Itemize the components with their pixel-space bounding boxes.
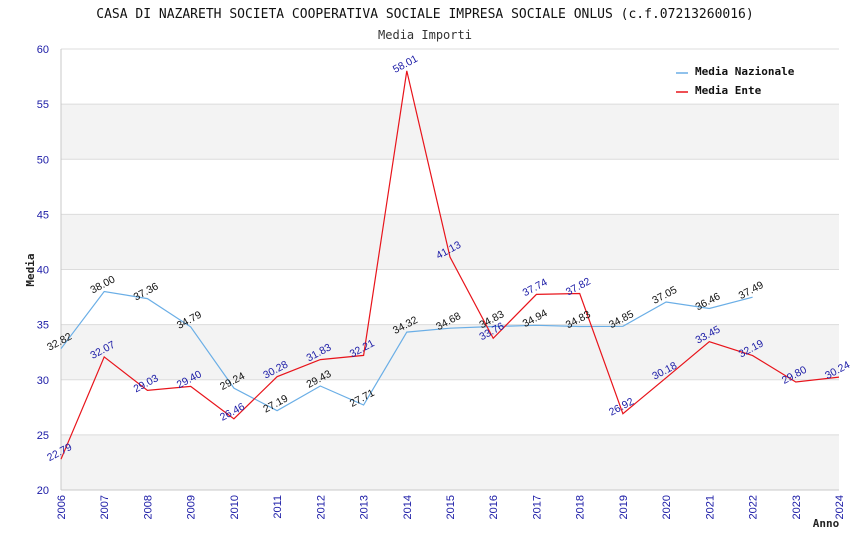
- x-tick-label: 2017: [531, 495, 543, 519]
- x-tick-label: 2021: [704, 495, 716, 519]
- y-tick-label: 25: [37, 430, 49, 442]
- plot-band: [61, 159, 839, 215]
- x-tick-label: 2008: [142, 495, 154, 519]
- legend-label-media-nazionale: Media Nazionale: [695, 65, 795, 78]
- plot-band: [61, 379, 839, 435]
- x-tick-label: 2012: [315, 495, 327, 519]
- y-tick-label: 55: [37, 99, 49, 111]
- series-line-media-nazionale: [60, 290, 753, 412]
- x-tick-label: 2020: [661, 495, 673, 519]
- plot-background: [61, 49, 839, 490]
- y-tick-label: 20: [37, 485, 49, 497]
- x-axis-ticks: 2006 2007 2008 2009 2010 2011 2012 2013 2014 2015…: [56, 495, 846, 519]
- legend-box: [669, 59, 809, 101]
- y-tick-label: 45: [37, 209, 49, 221]
- x-tick-label: 2015: [445, 495, 457, 519]
- x-tick-label: 2007: [99, 495, 111, 519]
- plot-band: [61, 269, 839, 325]
- y-tick-label: 30: [37, 375, 49, 387]
- x-axis-label: Anno: [813, 517, 840, 530]
- x-tick-label: 2018: [575, 495, 587, 519]
- y-axis-label: Media: [24, 253, 37, 286]
- x-tick-label: 2010: [229, 495, 241, 519]
- plot-band: [61, 324, 839, 380]
- chart-title: CASA DI NAZARETH SOCIETA COOPERATIVA SOC…: [96, 7, 753, 22]
- axes: [60, 49, 839, 491]
- x-tick-label: 2014: [402, 495, 414, 519]
- x-tick-label: 2024: [834, 495, 846, 519]
- x-tick-label: 2013: [359, 495, 371, 519]
- plot-band: [61, 434, 839, 490]
- x-tick-label: 2019: [618, 495, 630, 519]
- x-tick-label: 2006: [56, 495, 68, 519]
- x-tick-label: 2011: [272, 495, 284, 519]
- chart-subtitle: Media Importi: [378, 28, 472, 42]
- x-tick-label: 2022: [748, 495, 760, 519]
- series-lines: [60, 70, 840, 460]
- plot-band: [61, 104, 839, 160]
- y-tick-label: 50: [37, 154, 49, 166]
- legend: Media Nazionale Media Ente: [669, 59, 809, 101]
- x-tick-label: 2016: [488, 495, 500, 519]
- x-tick-label: 2009: [186, 495, 198, 519]
- y-tick-label: 35: [37, 320, 49, 332]
- y-tick-label: 60: [37, 44, 49, 56]
- y-axis-ticks: 20 25 30 35 40 45 50 55 60: [37, 44, 49, 497]
- plot-band: [61, 214, 839, 270]
- y-tick-label: 40: [37, 265, 49, 277]
- series-line-media-ente: [60, 70, 840, 460]
- x-tick-label: 2023: [791, 495, 803, 519]
- legend-label-media-ente: Media Ente: [695, 84, 762, 97]
